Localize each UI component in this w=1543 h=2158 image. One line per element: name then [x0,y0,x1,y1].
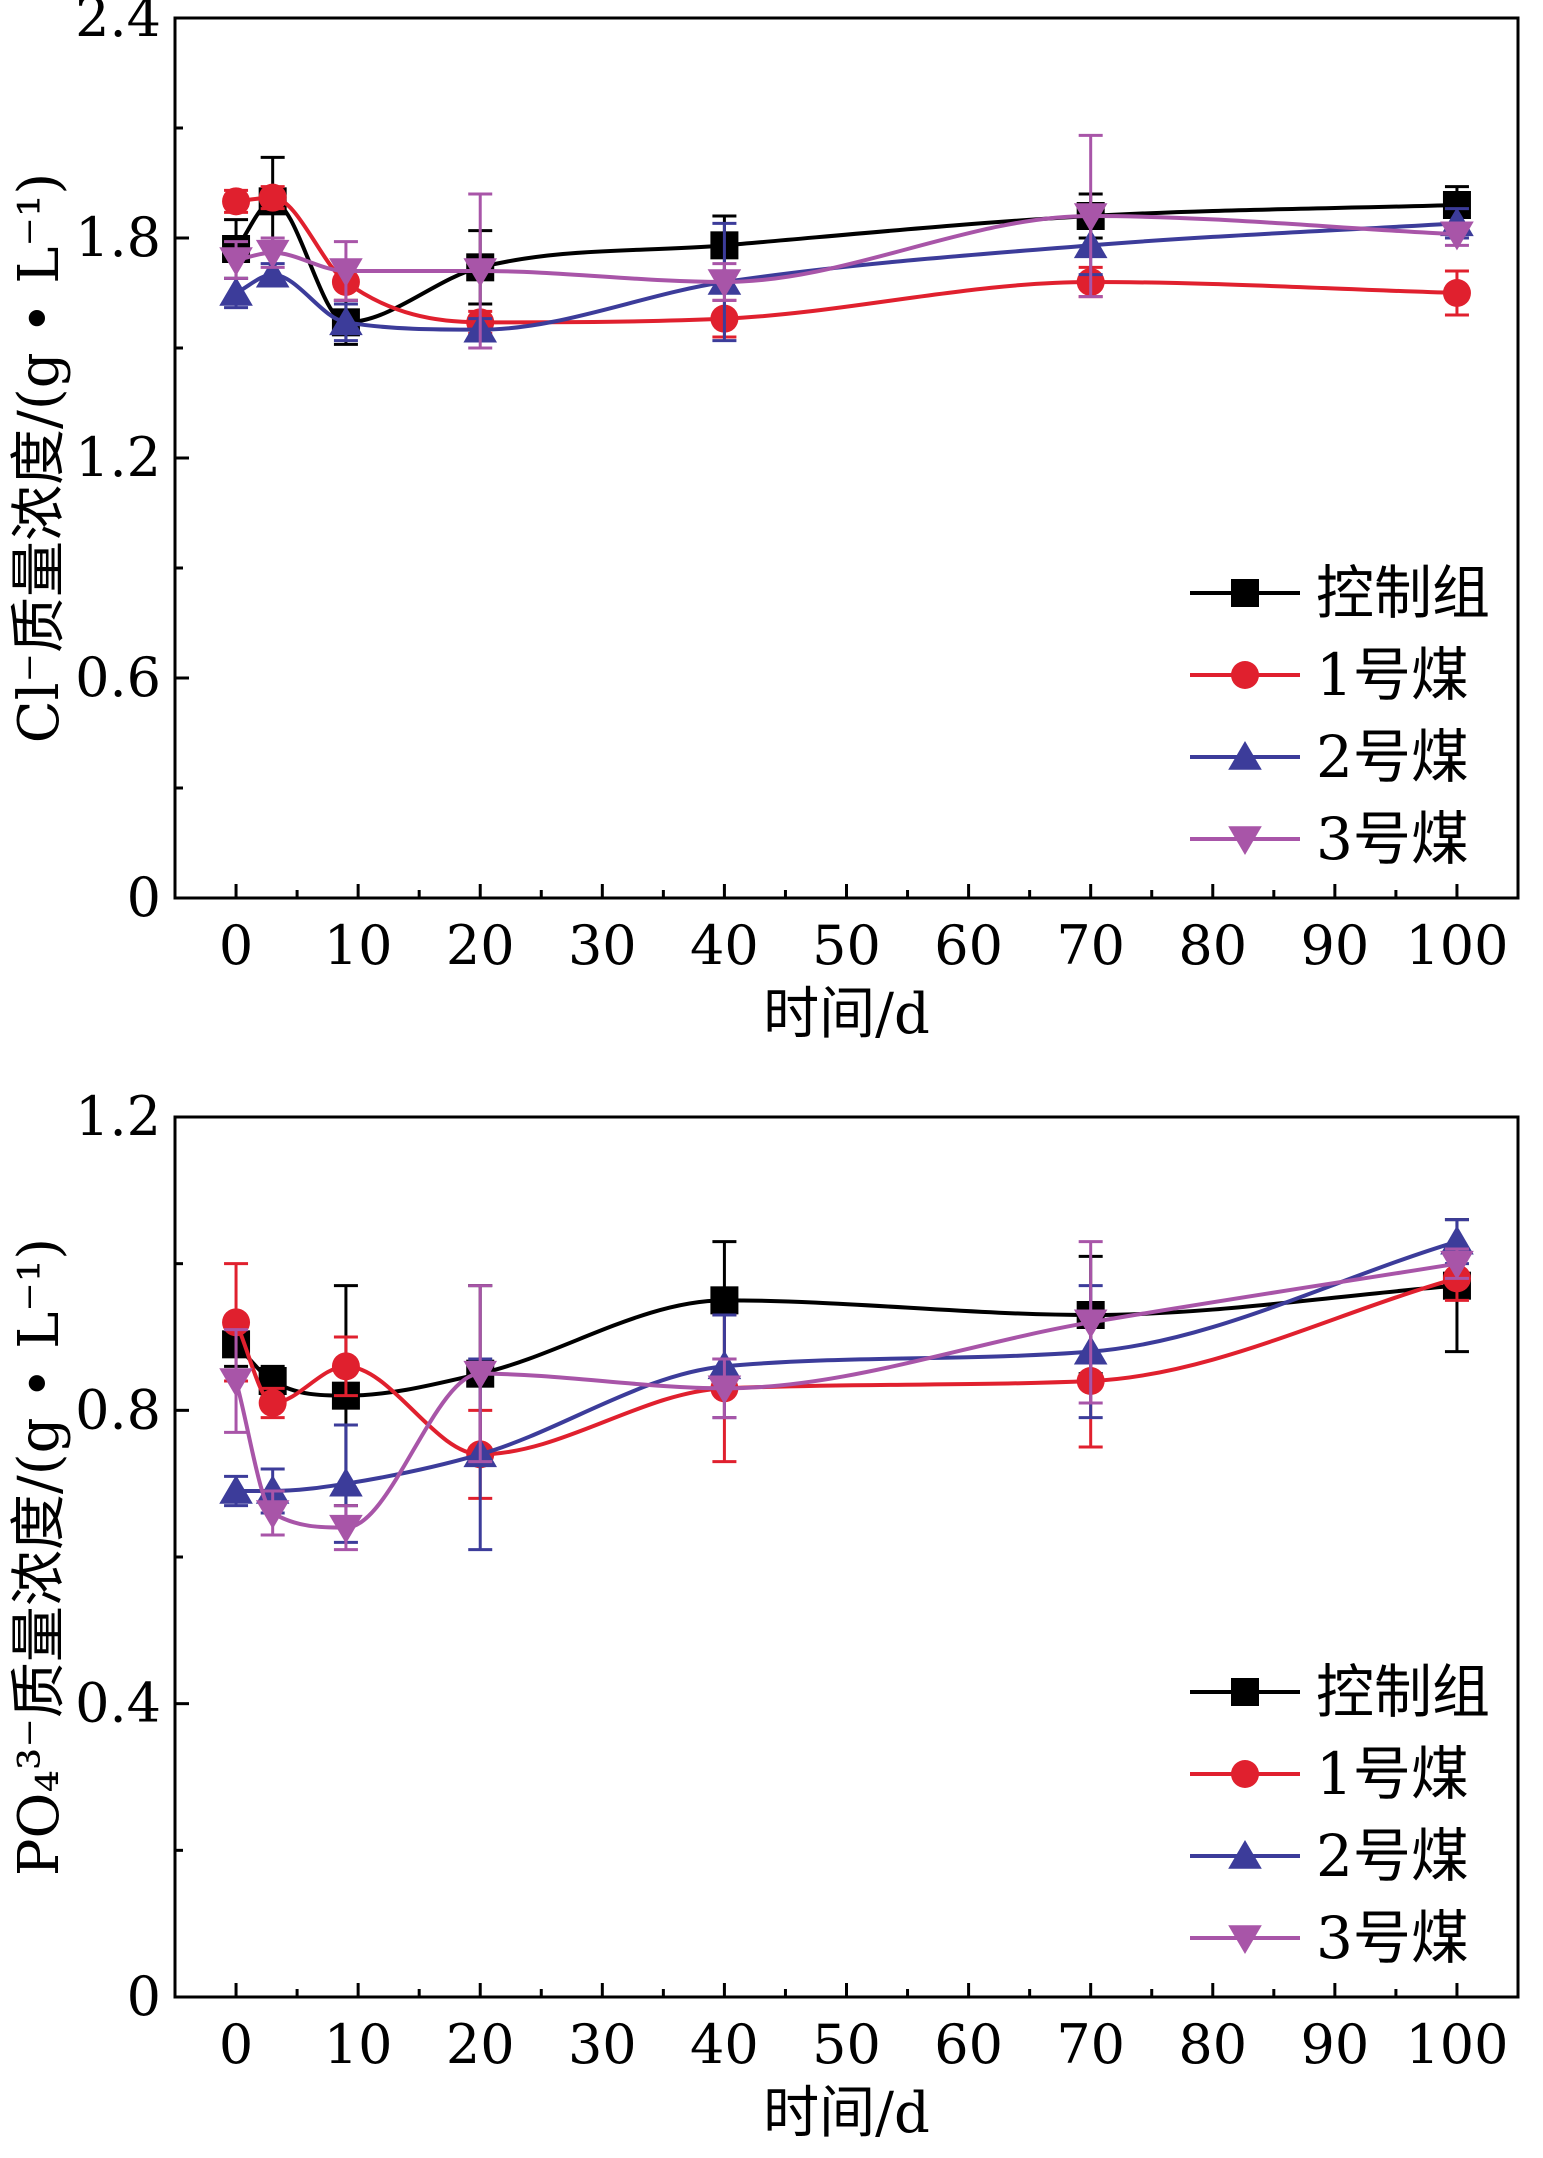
legend-marker [1231,579,1259,607]
data-point [1440,1225,1474,1255]
data-point [1440,221,1474,251]
data-point [329,1514,363,1544]
data-point [463,1360,498,1390]
data-point [1442,279,1471,307]
y-tick-label: 1.2 [75,426,161,489]
data-point [258,1389,287,1417]
legend: 控制组 1号煤 2号煤 3号煤 [1190,559,1490,873]
legend: 控制组 1号煤 2号煤 3号煤 [1190,1658,1490,1972]
x-tick-label: 20 [446,2013,515,2076]
data-point [219,1475,253,1504]
legend-label: 控制组 [1316,1658,1490,1726]
data-point [255,239,290,269]
y-tick-label: 2.4 [75,0,161,49]
chart-panel-phosphate: 0 10 20 30 40 50 60 70 80 90 100 0 0.4 0.8 1.2 时间/d PO₄³… [7,1085,1520,2146]
series-line [234,1283,1458,1398]
legend-label: 3号煤 [1316,1904,1469,1972]
x-axis-title: 时间/d [763,982,930,1047]
legend-marker [1228,741,1262,770]
x-tick-label: 100 [1405,2013,1508,2076]
series-line [235,221,1458,332]
x-tick-label: 50 [812,2013,881,2076]
series-line [234,199,1458,325]
y-tick-label: 0 [127,1965,161,2028]
x-tick-label: 90 [1301,914,1370,977]
data-point [329,306,363,336]
x-tick-label: 90 [1301,2013,1370,2076]
x-tick-label: 60 [934,914,1003,977]
x-tick-label: 30 [568,914,637,977]
data-point [258,183,287,212]
series-3 [219,1218,1474,1552]
x-tick-label: 60 [934,2013,1003,2076]
series-4 [219,133,1474,350]
legend-marker [1228,826,1262,855]
x-tick-label: 0 [219,2013,253,2076]
data-point [1073,203,1108,232]
y-tick-label: 0 [127,866,161,929]
data-point [707,269,742,298]
data-point [219,247,253,276]
legend-marker [1231,661,1259,689]
series-line [234,1276,1458,1457]
legend-label: 2号煤 [1316,723,1469,791]
data-point [1440,1250,1474,1280]
y-tick-label: 1.2 [75,1085,161,1148]
legend-label: 2号煤 [1316,1822,1469,1890]
x-tick-label: 30 [568,2013,637,2076]
data-point [222,187,251,216]
y-tick-label: 0.8 [75,1378,161,1441]
x-axis-title: 时间/d [763,2081,930,2146]
legend-label: 控制组 [1316,559,1490,627]
x-tick-label: 100 [1405,914,1508,977]
x-tick-label: 80 [1178,2013,1247,2076]
legend-marker [1231,1678,1259,1706]
series-4 [219,1240,1474,1552]
y-tick-label: 1.8 [75,206,161,269]
y-axis-title: PO₄³⁻质量浓度/(g • L⁻¹) [7,1238,72,1876]
data-point [329,258,363,287]
legend-marker [1228,1925,1262,1954]
data-point [329,1467,363,1497]
x-tick-label: 40 [690,2013,759,2076]
legend-marker [1228,1840,1262,1869]
x-tick-label: 80 [1178,914,1247,977]
y-tick-label: 0.6 [75,646,161,709]
legend-label: 3号煤 [1316,805,1469,873]
x-tick-label: 10 [324,2013,393,2076]
data-point [710,1286,739,1315]
series-line [235,195,1458,325]
data-point [219,277,253,306]
legend-marker [1231,1760,1259,1788]
legend-label: 1号煤 [1316,641,1469,709]
data-point [707,1375,742,1405]
series-line [234,1261,1458,1530]
y-axis-title: Cl⁻质量浓度/(g • L⁻¹) [7,173,72,744]
y-tick-label: 0.4 [75,1672,161,1735]
data-point [1073,1309,1108,1339]
series-line [236,1239,1458,1493]
chart-panel-chloride: 0 10 20 30 40 50 60 70 80 90 100 0 0.6 1.2 1.8 2.4 时间/d C… [7,0,1520,1047]
x-tick-label: 20 [446,914,515,977]
x-tick-label: 70 [1056,914,1125,977]
legend-label: 1号煤 [1316,1740,1469,1808]
x-tick-label: 10 [324,914,393,977]
x-tick-label: 40 [690,914,759,977]
data-point [255,1500,290,1529]
data-point [463,258,498,287]
x-tick-label: 50 [812,914,881,977]
x-tick-label: 70 [1056,2013,1125,2076]
data-point [255,258,290,288]
data-point [219,1368,253,1397]
series-line [235,213,1458,285]
x-tick-label: 0 [219,914,253,977]
data-point [331,1352,360,1381]
